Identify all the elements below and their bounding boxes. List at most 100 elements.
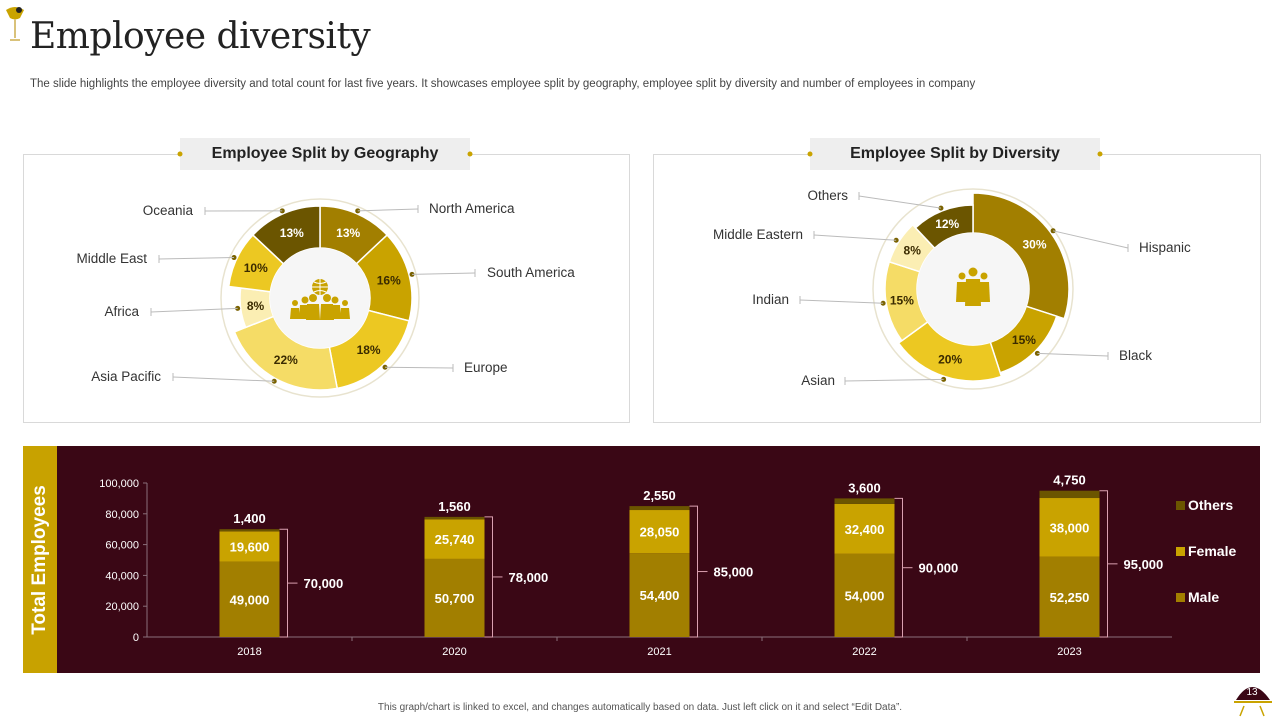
diversity-donut-chart: 30% 15% 20% 15% 8% 12% Hispanic Black Asian Indi… [713,188,1191,390]
globe-people-icon [290,279,350,320]
title-dot-icon [467,151,473,157]
bar-value-label: 1,560 [438,499,471,514]
slice-value-label: 30% [1022,237,1046,251]
x-tick-label: 2018 [237,646,261,658]
callout-line [858,195,942,209]
callout-label-black: Black [1119,348,1152,363]
total-bracket [484,516,493,638]
callout-label-hispanic: Hispanic [1139,240,1191,255]
callout-label-middle-eastern: Middle Eastern [713,227,803,242]
bar-others-2020 [424,516,485,520]
page-number-badge: 13 [1234,687,1272,717]
bar-female-2022 [834,503,895,554]
callout-dot [1034,350,1040,356]
bar-female-2020 [424,519,485,559]
bar-value-label: 2,550 [643,488,676,503]
callout-label-indian: Indian [752,292,789,307]
slice-value-label: 12% [935,217,959,231]
callout-line [844,378,944,382]
callout-line [1052,230,1129,249]
logo-icon [6,7,24,41]
legend-label-others: Others [1188,497,1233,513]
callout-dot [271,378,277,384]
callout-line [158,257,235,260]
slice-value-label: 13% [280,226,304,240]
bar-female-2018 [219,531,280,562]
geography-donut-chart: 13% 16% 18% 22% 8% 10% 13% North America South … [76,198,575,398]
bar-male-2023 [1039,556,1100,637]
slice-value-label: 15% [1012,333,1036,347]
legend-swatch-male [1176,593,1185,602]
bar-value-label: 54,400 [640,588,680,603]
total-employees-title: Total Employees [23,446,57,673]
total-bracket [689,505,698,638]
slice-value-label: 8% [247,299,265,313]
people-group-icon [956,267,990,306]
callout-label-north-america: North America [429,201,515,216]
total-bracket [894,497,903,638]
page-number: 13 [1246,687,1258,698]
bar-male-2020 [424,558,485,637]
x-tick-label: 2020 [442,646,466,658]
callout-label-south-america: South America [487,265,575,280]
callout-line [385,366,454,369]
page-title: Employee diversity [30,16,371,57]
bar-value-label: 50,700 [435,591,475,606]
callout-label-asian: Asian [801,373,835,388]
slice-value-label: 8% [904,243,922,257]
bar-value-label: 25,740 [435,532,475,547]
page-subtitle: The slide highlights the employee divers… [30,78,976,90]
total-label: 85,000 [714,565,754,580]
callout-label-oceania: Oceania [143,203,194,218]
legend-label-male: Male [1188,589,1219,605]
callout-line [813,234,897,241]
title-dot-icon [807,151,813,157]
slice-value-label: 13% [336,226,360,240]
slice-value-label: 20% [938,352,962,366]
bar-value-label: 3,600 [848,480,881,495]
bar-value-label: 32,400 [845,522,885,537]
bar-male-2018 [219,561,280,637]
callout-line [1037,352,1109,357]
slice-value-label: 10% [244,261,268,275]
bar-male-2022 [834,553,895,637]
bar-value-label: 28,050 [640,525,680,540]
slice-value-label: 15% [890,293,914,307]
bar-value-label: 54,000 [845,588,885,603]
total-label: 70,000 [304,576,344,591]
x-tick-label: 2021 [647,646,671,658]
bar-value-label: 38,000 [1050,520,1090,535]
bar-others-2023 [1039,490,1100,499]
total-label: 95,000 [1124,557,1164,572]
callout-line [357,208,419,212]
bar-value-label: 1,400 [233,511,266,526]
bar-value-label: 19,600 [230,539,270,554]
x-tick-label: 2022 [852,646,876,658]
bar-others-2022 [834,498,895,504]
callout-label-europe: Europe [464,360,508,375]
title-dot-icon [177,151,183,157]
total-label: 90,000 [919,561,959,576]
total-employees-bar-chart: 0 20,000 40,000 60,000 80,000 100,000 2018 2020… [99,473,1236,658]
callout-label-others: Others [807,188,848,203]
legend-swatch-female [1176,547,1185,556]
y-tick-label: 80,000 [105,509,139,521]
total-bracket [279,528,288,638]
y-tick-label: 20,000 [105,601,139,613]
y-tick-label: 100,000 [99,478,139,490]
legend-swatch-others [1176,501,1185,510]
callout-dot [1050,228,1056,234]
y-tick-label: 0 [133,632,139,644]
slice-value-label: 22% [274,353,298,367]
x-tick-label: 2023 [1057,646,1081,658]
slice-value-label: 16% [377,273,401,287]
bar-value-label: 49,000 [230,592,270,607]
bar-value-label: 4,750 [1053,473,1086,488]
y-tick-label: 60,000 [105,540,139,552]
bar-male-2021 [629,553,690,637]
total-bracket [1099,490,1108,638]
slice-value-label: 18% [357,343,381,357]
callout-line [799,299,884,304]
callout-line [150,307,238,313]
bar-others-2021 [629,506,690,511]
